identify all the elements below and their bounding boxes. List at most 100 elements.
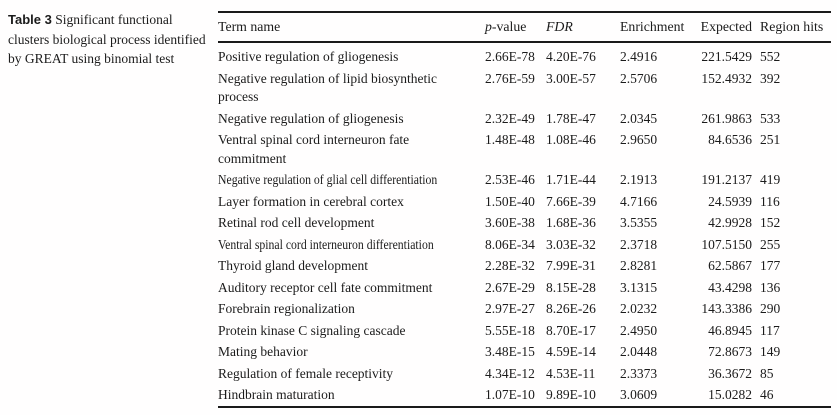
region-hits-header: Region hits — [756, 12, 831, 43]
enrichment-cell: 2.3718 — [620, 236, 658, 252]
table-row: Negative regulation of lipid biosyntheti… — [218, 68, 831, 108]
region-hits-cell: 46 — [760, 387, 774, 402]
p-value-cell: 2.32E-49 — [485, 110, 535, 126]
expected-cell: 191.2137 — [701, 172, 752, 187]
term-name-header: Term name — [218, 12, 485, 43]
term-text: Layer formation in cerebral cortex — [218, 193, 404, 209]
p-value-cell: 8.06E-34 — [485, 236, 535, 252]
table-row: Negative regulation of glial cell differ… — [218, 170, 831, 192]
fdr-cell: 3.00E-57 — [546, 70, 596, 86]
p-value-cell: 2.76E-59 — [485, 70, 535, 86]
fdr-cell: 7.99E-31 — [546, 258, 596, 273]
term-text: Thyroid gland development — [218, 258, 368, 273]
p-value-cell: 1.07E-10 — [485, 387, 535, 402]
term-text: Hindbrain maturation — [218, 387, 335, 402]
enrichment-cell: 2.1913 — [620, 172, 658, 187]
term-text: Negative regulation of glial cell differ… — [218, 172, 438, 187]
enrichment-cell: 2.8281 — [620, 258, 658, 273]
table-row: Ventral spinal cord interneuron differen… — [218, 234, 831, 256]
region-hits-cell: 255 — [760, 236, 781, 252]
expected-cell: 152.4932 — [701, 70, 752, 86]
term-cell: Negative regulation of glial cell differ… — [218, 170, 485, 192]
expected-cell: 84.6536 — [708, 132, 752, 147]
p-value-cell: 2.28E-32 — [485, 258, 535, 273]
term-text: Protein kinase C signaling cascade — [218, 322, 406, 338]
expected-cell: 107.5150 — [701, 236, 752, 252]
p-value-cell: 3.48E-15 — [485, 344, 535, 359]
enrichment-cell: 4.7166 — [620, 193, 658, 209]
term-cell: Hindbrain maturation — [218, 385, 485, 408]
table-row: Hindbrain maturation 1.07E-10 9.89E-10 3… — [218, 385, 831, 408]
fdr-cell: 1.68E-36 — [546, 215, 596, 230]
expected-cell: 46.8945 — [708, 322, 752, 338]
fdr-cell: 8.15E-28 — [546, 279, 596, 295]
term-cell: Ventral spinal cord interneuron differen… — [218, 234, 485, 256]
p-value-header-rest: -value — [491, 19, 527, 34]
term-text: Positive regulation of gliogenesis — [218, 49, 399, 64]
table-body: Positive regulation of gliogenesis 2.66E… — [218, 42, 831, 407]
region-hits-cell: 552 — [760, 49, 781, 64]
term-cell: Layer formation in cerebral cortex — [218, 191, 485, 213]
term-text: Negative regulation of lipid biosyntheti… — [218, 70, 437, 105]
term-cell: Negative regulation of gliogenesis — [218, 108, 485, 130]
term-cell: Auditory receptor cell fate commitment — [218, 277, 485, 299]
table-row: Positive regulation of gliogenesis 2.66E… — [218, 42, 831, 68]
table-row: Negative regulation of gliogenesis 2.32E… — [218, 108, 831, 130]
fdr-cell: 4.59E-14 — [546, 344, 596, 359]
enrichment-cell: 2.4950 — [620, 322, 658, 338]
caption-label: Table 3 — [8, 12, 52, 27]
term-cell: Retinal rod cell development — [218, 213, 485, 235]
enrichment-cell: 2.9650 — [620, 132, 658, 147]
table-row: Forebrain regionalization 2.97E-27 8.26E… — [218, 299, 831, 321]
region-hits-cell: 136 — [760, 279, 781, 295]
expected-cell: 42.9928 — [708, 215, 752, 230]
fdr-cell: 1.71E-44 — [546, 172, 596, 187]
fdr-cell: 1.08E-46 — [546, 132, 596, 147]
fdr-cell: 4.53E-11 — [546, 365, 596, 381]
p-value-cell: 5.55E-18 — [485, 322, 535, 338]
table-row: Protein kinase C signaling cascade 5.55E… — [218, 320, 831, 342]
expected-cell: 15.0282 — [708, 387, 752, 402]
expected-cell: 62.5867 — [708, 258, 752, 273]
term-text: Forebrain regionalization — [218, 301, 355, 316]
expected-cell: 43.4298 — [708, 279, 752, 295]
term-text: Negative regulation of gliogenesis — [218, 110, 404, 126]
term-text: Mating behavior — [218, 344, 308, 359]
enrichment-cell: 2.0448 — [620, 344, 658, 359]
fdr-cell: 8.70E-17 — [546, 322, 596, 338]
fdr-cell: 9.89E-10 — [546, 387, 596, 402]
p-value-cell: 2.53E-46 — [485, 172, 535, 187]
region-hits-cell: 116 — [760, 193, 780, 209]
region-hits-cell: 533 — [760, 110, 781, 126]
enrichment-cell: 2.0232 — [620, 301, 658, 316]
fdr-header: FDR — [546, 12, 620, 43]
expected-cell: 143.3386 — [701, 301, 752, 316]
p-value-cell: 2.67E-29 — [485, 279, 535, 295]
fdr-cell: 8.26E-26 — [546, 301, 596, 316]
fdr-cell: 7.66E-39 — [546, 193, 596, 209]
term-cell: Positive regulation of gliogenesis — [218, 42, 485, 68]
p-value-header-italic: p — [485, 19, 492, 34]
expected-cell: 36.3672 — [708, 365, 752, 381]
region-hits-cell: 117 — [760, 322, 780, 338]
term-text: Retinal rod cell development — [218, 215, 375, 230]
enrichment-cell: 2.4916 — [620, 49, 658, 64]
table-row: Ventral spinal cord interneuron fate com… — [218, 130, 831, 170]
region-hits-cell: 152 — [760, 215, 781, 230]
term-cell: Regulation of female receptivity — [218, 363, 485, 385]
table-row: Thyroid gland development 2.28E-32 7.99E… — [218, 256, 831, 278]
term-cell: Thyroid gland development — [218, 256, 485, 278]
results-table: Term name p-value FDR Enrichment Expecte… — [218, 11, 831, 408]
p-value-cell: 1.50E-40 — [485, 193, 535, 209]
term-cell: Mating behavior — [218, 342, 485, 364]
table-row: Regulation of female receptivity 4.34E-1… — [218, 363, 831, 385]
region-hits-cell: 177 — [760, 258, 781, 273]
term-text: Ventral spinal cord interneuron fate com… — [218, 132, 410, 166]
p-value-cell: 1.48E-48 — [485, 132, 535, 147]
enrichment-cell: 2.3373 — [620, 365, 658, 381]
expected-header: Expected — [698, 12, 756, 43]
p-value-cell: 2.66E-78 — [485, 49, 535, 64]
p-value-cell: 2.97E-27 — [485, 301, 535, 316]
region-hits-cell: 290 — [760, 301, 781, 316]
table-row: Auditory receptor cell fate commitment 2… — [218, 277, 831, 299]
